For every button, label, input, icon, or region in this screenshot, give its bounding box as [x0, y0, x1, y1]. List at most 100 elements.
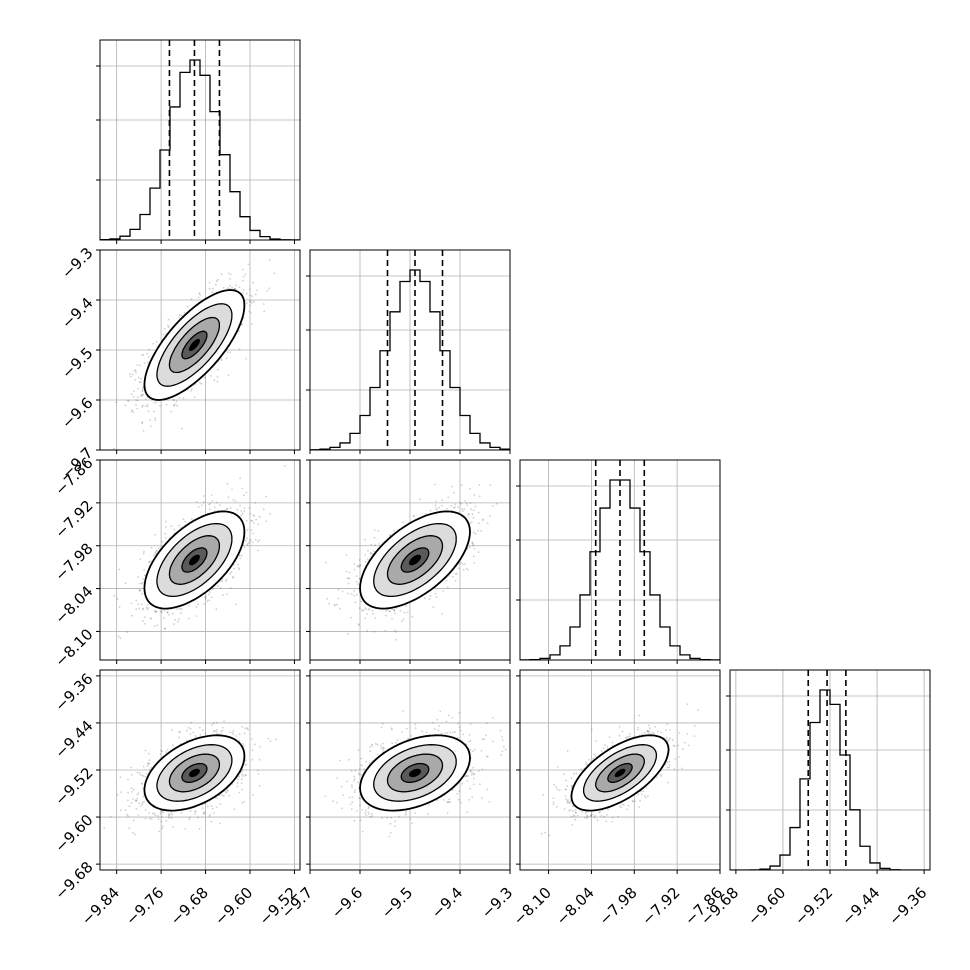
scatter-point	[133, 370, 136, 372]
scatter-point	[148, 759, 151, 762]
scatter-point	[391, 618, 393, 620]
scatter-point	[241, 778, 243, 781]
scatter-point	[171, 729, 174, 731]
density-peak	[188, 768, 200, 778]
scatter-point	[249, 538, 252, 541]
scatter-point	[152, 343, 154, 345]
scatter-point	[231, 488, 233, 491]
scatter-point	[142, 394, 145, 396]
scatter-point	[199, 733, 202, 736]
scatter-point	[136, 396, 139, 399]
scatter-point	[204, 732, 207, 735]
scatter-point	[222, 286, 225, 289]
scatter-point	[216, 375, 219, 378]
scatter-point	[213, 812, 215, 814]
scatter-point	[268, 287, 271, 290]
scatter-point	[148, 812, 150, 814]
scatter-point	[167, 324, 169, 327]
scatter-point	[460, 484, 463, 486]
scatter-point	[194, 734, 197, 737]
scatter-point	[137, 603, 140, 606]
scatter-point	[147, 607, 149, 610]
scatter-point	[142, 765, 145, 768]
scatter-point	[250, 529, 253, 531]
scatter-point	[238, 740, 241, 742]
panel-content	[100, 670, 300, 870]
scatter-point	[124, 582, 127, 585]
scatter-point	[146, 403, 149, 406]
scatter-point	[159, 404, 161, 407]
scatter-point	[140, 782, 143, 785]
scatter-point	[234, 287, 237, 290]
scatter-point	[469, 522, 472, 524]
scatter-point	[249, 311, 252, 314]
scatter-point	[195, 615, 198, 617]
scatter-point	[164, 532, 167, 535]
scatter-point	[139, 589, 141, 592]
scatter-point	[234, 603, 237, 606]
scatter-point	[135, 599, 138, 602]
scatter-point	[249, 304, 251, 307]
scatter-point	[469, 502, 472, 505]
scatter-point	[227, 272, 230, 275]
scatter-point	[143, 362, 146, 364]
scatter-point	[231, 286, 234, 289]
scatter-point	[236, 782, 239, 784]
scatter-point	[139, 364, 141, 367]
scatter-point	[252, 532, 255, 535]
scatter-point	[154, 533, 157, 536]
scatter-point	[179, 607, 182, 610]
scatter-point	[136, 399, 139, 402]
scatter-point	[210, 805, 213, 807]
scatter-point	[132, 819, 135, 822]
density-panel	[96, 459, 301, 664]
scatter-point	[166, 748, 169, 751]
scatter-point	[249, 299, 252, 302]
scatter-point	[212, 287, 214, 290]
scatter-point	[173, 399, 176, 402]
scatter-point	[245, 519, 248, 522]
scatter-point	[225, 792, 228, 794]
scatter-point	[209, 591, 211, 593]
scatter-point	[154, 611, 157, 613]
scatter-point	[187, 617, 190, 620]
scatter-point	[157, 818, 160, 820]
scatter-point	[241, 773, 244, 776]
scatter-point	[168, 613, 170, 616]
scatter-point	[245, 774, 247, 777]
scatter-point	[147, 763, 150, 765]
scatter-point	[257, 773, 260, 775]
scatter-point	[477, 530, 480, 532]
scatter-point	[149, 419, 152, 422]
scatter-point	[194, 813, 196, 815]
scatter-point	[173, 404, 175, 407]
scatter-point	[215, 608, 218, 610]
panel-content	[310, 250, 510, 450]
scatter-point	[124, 809, 127, 811]
scatter-point	[137, 576, 139, 578]
scatter-point	[116, 793, 119, 796]
scatter-point	[229, 731, 231, 734]
scatter-point	[219, 822, 221, 825]
scatter-point	[155, 401, 158, 403]
scatter-point	[235, 284, 238, 287]
scatter-point	[197, 506, 200, 508]
scatter-point	[178, 608, 180, 610]
scatter-point	[146, 352, 149, 355]
scatter-point	[215, 280, 218, 283]
scatter-point	[144, 775, 147, 778]
scatter-point	[211, 807, 214, 810]
scatter-point	[174, 403, 177, 405]
scatter-point	[202, 495, 205, 497]
scatter-point	[465, 567, 468, 570]
scatter-point	[244, 273, 247, 276]
scatter-point	[130, 766, 132, 769]
scatter-point	[481, 519, 484, 522]
scatter-point	[148, 561, 150, 564]
scatter-point	[190, 388, 193, 391]
scatter-point	[167, 816, 170, 819]
scatter-point	[243, 507, 246, 509]
scatter-point	[249, 300, 251, 303]
scatter-point	[175, 400, 178, 403]
scatter-point	[167, 326, 170, 328]
